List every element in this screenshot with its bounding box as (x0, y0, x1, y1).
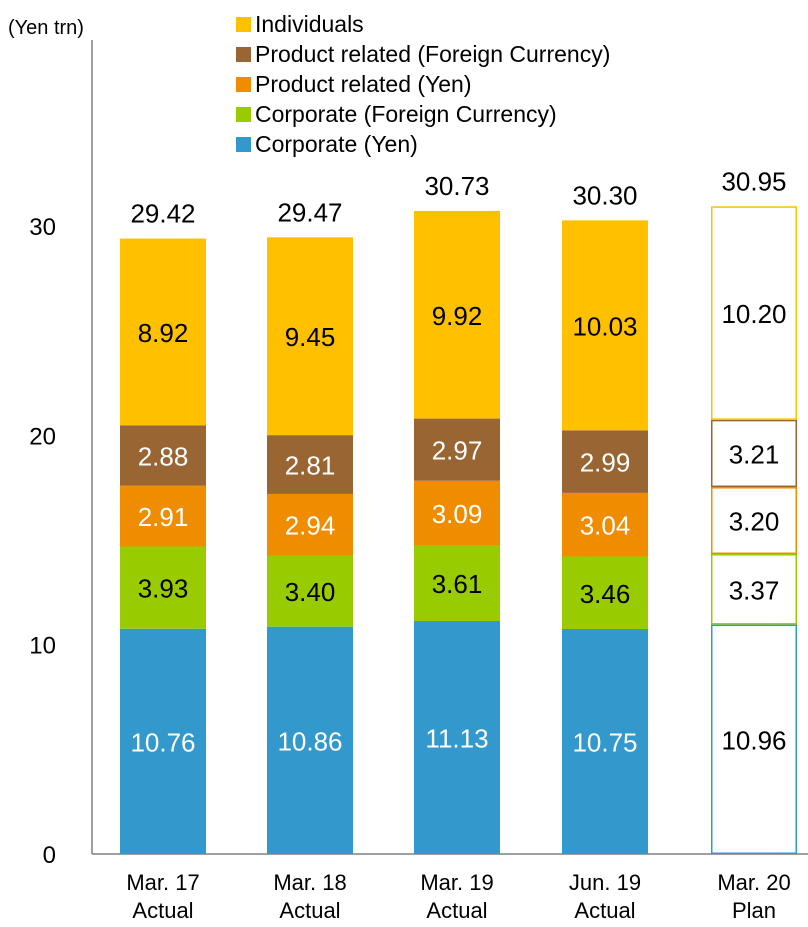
legend-swatch (236, 17, 251, 32)
segment-value-label: 10.86 (277, 726, 342, 756)
bar-segment (711, 554, 797, 625)
bar-segment (267, 435, 353, 494)
segment-value-label: 9.92 (432, 301, 483, 331)
bar-segment (414, 418, 500, 481)
segment-value-label: 3.09 (432, 499, 483, 529)
y-tick-label: 30 (29, 214, 56, 241)
legend-label: Corporate (Yen) (255, 131, 418, 157)
bar-segment (120, 425, 206, 486)
category-label: Actual (132, 898, 193, 923)
segment-value-label: 3.20 (729, 507, 780, 537)
bar-segment (120, 546, 206, 629)
bar-segment (267, 493, 353, 556)
legend-swatch (236, 47, 251, 62)
category-label: Plan (732, 898, 776, 923)
bar-segment (267, 555, 353, 627)
legend-label: Product related (Yen) (255, 71, 472, 97)
total-value-label: 29.47 (277, 197, 342, 227)
total-value-label: 29.42 (130, 199, 195, 229)
bar-segment (711, 487, 797, 555)
category-label: Mar. 19 (420, 870, 493, 895)
segment-value-label: 3.40 (285, 577, 336, 607)
total-value-label: 30.95 (721, 166, 786, 196)
segment-value-label: 2.91 (138, 502, 189, 532)
category-label: Mar. 18 (273, 870, 346, 895)
bar-segment (120, 485, 206, 547)
bar-segment (414, 545, 500, 622)
bar-segment (711, 419, 797, 488)
bar-segment (562, 492, 648, 557)
segment-value-label: 10.76 (130, 727, 195, 757)
bar-segment (120, 628, 206, 854)
segment-value-label: 10.96 (721, 725, 786, 755)
segment-value-label: 2.94 (285, 511, 336, 541)
segment-value-label: 10.75 (572, 727, 637, 757)
category-label: Jun. 19 (569, 870, 641, 895)
axes: 0 10 20 30 (29, 40, 808, 869)
y-tick-label: 10 (29, 633, 56, 660)
bar-segment (267, 626, 353, 854)
category-label: Actual (279, 898, 340, 923)
segment-value-label: 10.03 (572, 311, 637, 341)
legend-label: Individuals (255, 11, 364, 37)
bar-segment (414, 210, 500, 419)
y-tick-label: 20 (29, 423, 56, 450)
segment-value-label: 3.46 (580, 579, 631, 609)
category-labels: Mar. 17 Actual Mar. 18 Actual Mar. 19 Actual J… (126, 870, 790, 923)
bars: 10.76 3.93 2.91 2.88 8.92 29.42 10.86 3.40 2.94 2… (120, 166, 797, 855)
segment-value-label: 2.97 (432, 436, 483, 466)
bar-segment (562, 430, 648, 493)
legend-swatch (236, 107, 251, 122)
y-tick-label: 0 (43, 842, 56, 869)
bar-segment (562, 628, 648, 854)
segment-value-label: 2.88 (138, 441, 189, 471)
bar-segment (267, 237, 353, 436)
segment-value-label: 11.13 (425, 724, 488, 754)
bar-segment (711, 624, 797, 855)
segment-value-label: 3.37 (729, 575, 780, 605)
legend-label: Product related (Foreign Currency) (255, 41, 610, 67)
category-label: Actual (574, 898, 635, 923)
segment-value-label: 2.99 (580, 448, 631, 478)
category-label: Actual (426, 898, 487, 923)
legend-swatch (236, 77, 251, 92)
category-label: Mar. 17 (126, 870, 199, 895)
bar-segment (414, 621, 500, 854)
total-value-label: 30.73 (424, 171, 489, 201)
legend: Individuals Product related (Foreign Curr… (236, 11, 610, 157)
bar-segment (562, 220, 648, 431)
legend-swatch (236, 137, 251, 152)
bar-segment (120, 238, 206, 426)
segment-value-label: 3.04 (580, 511, 631, 541)
bar-segment (562, 556, 648, 629)
y-axis-unit-label: (Yen trn) (8, 17, 84, 39)
segment-value-label: 10.20 (721, 299, 786, 329)
segment-value-label: 2.81 (285, 451, 336, 481)
segment-value-label: 3.21 (729, 439, 780, 469)
category-label: Mar. 20 (717, 870, 790, 895)
segment-value-label: 3.61 (432, 569, 483, 599)
segment-value-label: 8.92 (138, 318, 189, 348)
legend-label: Corporate (Foreign Currency) (255, 101, 557, 127)
bar-segment (414, 480, 500, 546)
segment-value-label: 3.93 (138, 574, 189, 604)
segment-value-label: 9.45 (285, 322, 336, 352)
total-value-label: 30.30 (572, 180, 637, 210)
bar-segment (711, 206, 797, 420)
